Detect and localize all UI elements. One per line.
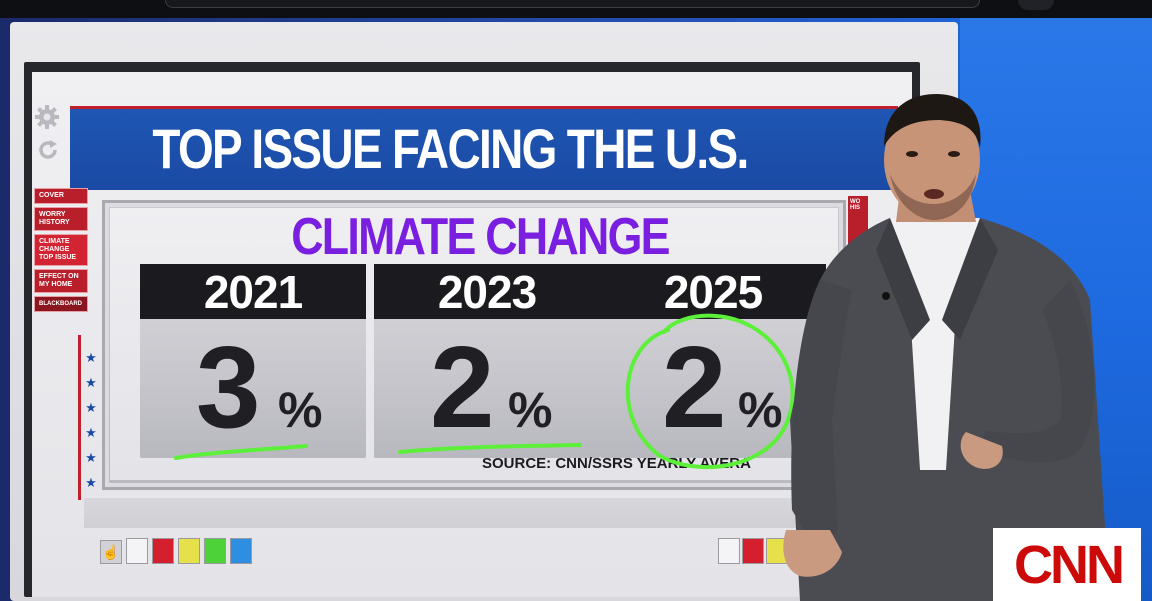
sidebar-item-blackboard[interactable]: BLACKBOARD (34, 296, 88, 312)
year-card-2021[interactable]: 2021 3 % (140, 264, 366, 458)
sidebar-item-worry-history[interactable]: WORRY HISTORY (34, 207, 88, 231)
sidebar-nav: COVER WORRY HISTORY CLIMATE CHANGE TOP I… (34, 188, 88, 315)
refresh-icon[interactable] (36, 138, 60, 162)
star-column: ★ ★ ★ ★ ★ ★ (84, 345, 98, 495)
color-swatch-red[interactable] (152, 538, 174, 564)
tool-tray (84, 498, 860, 528)
percent-value: 3 (196, 322, 260, 452)
source-caption: SOURCE: CNN/SSRS YEARLY AVERA (482, 455, 751, 472)
network-logo-box (993, 528, 1141, 601)
percent-value: 2 (430, 322, 494, 452)
toolbar-button[interactable] (1018, 0, 1054, 10)
header-banner (70, 106, 898, 190)
year-label: 2025 (600, 264, 826, 319)
star-icon: ★ (85, 350, 97, 365)
star-icon: ★ (85, 475, 97, 490)
sidebar-item-effect-on-home[interactable]: EFFECT ON MY HOME (34, 269, 88, 293)
year-label: 2021 (140, 264, 366, 319)
color-swatch-blue[interactable] (230, 538, 252, 564)
percent-sign: % (508, 382, 553, 438)
year-card-2023[interactable]: 2023 2 % (374, 264, 600, 458)
year-card-2025[interactable]: 2025 2 % (600, 264, 826, 458)
percent-sign: % (278, 382, 323, 438)
panel-subtitle: CLIMATE CHANGE (291, 208, 670, 266)
percent-value: 2 (662, 322, 726, 452)
browser-top-bar (0, 0, 1152, 18)
sidebar-item-climate-change[interactable]: CLIMATE CHANGE TOP ISSUE (34, 234, 88, 266)
color-swatch-yellow[interactable] (178, 538, 200, 564)
underline-2021 (174, 444, 308, 460)
underline-2023 (398, 443, 582, 454)
star-icon: ★ (85, 375, 97, 390)
gear-icon[interactable] (34, 104, 60, 130)
color-swatch-white[interactable] (126, 538, 148, 564)
color-swatch-red[interactable] (742, 538, 764, 564)
star-icon: ★ (85, 400, 97, 415)
year-label: 2023 (374, 264, 600, 319)
star-icon: ★ (85, 450, 97, 465)
percent-sign: % (738, 382, 783, 438)
presenter (783, 94, 1110, 601)
sidebar-item-cover[interactable]: COVER (34, 188, 88, 204)
hand-tool-icon[interactable]: ☝ (100, 540, 122, 564)
color-swatch-green[interactable] (204, 538, 226, 564)
network-logo: CNN (1014, 535, 1125, 595)
page-title: TOP ISSUE FACING THE U.S. (152, 117, 749, 180)
circle-2025 (625, 313, 795, 470)
star-icon: ★ (85, 425, 97, 440)
color-swatch-white[interactable] (718, 538, 740, 564)
decorative-rule (78, 335, 81, 500)
